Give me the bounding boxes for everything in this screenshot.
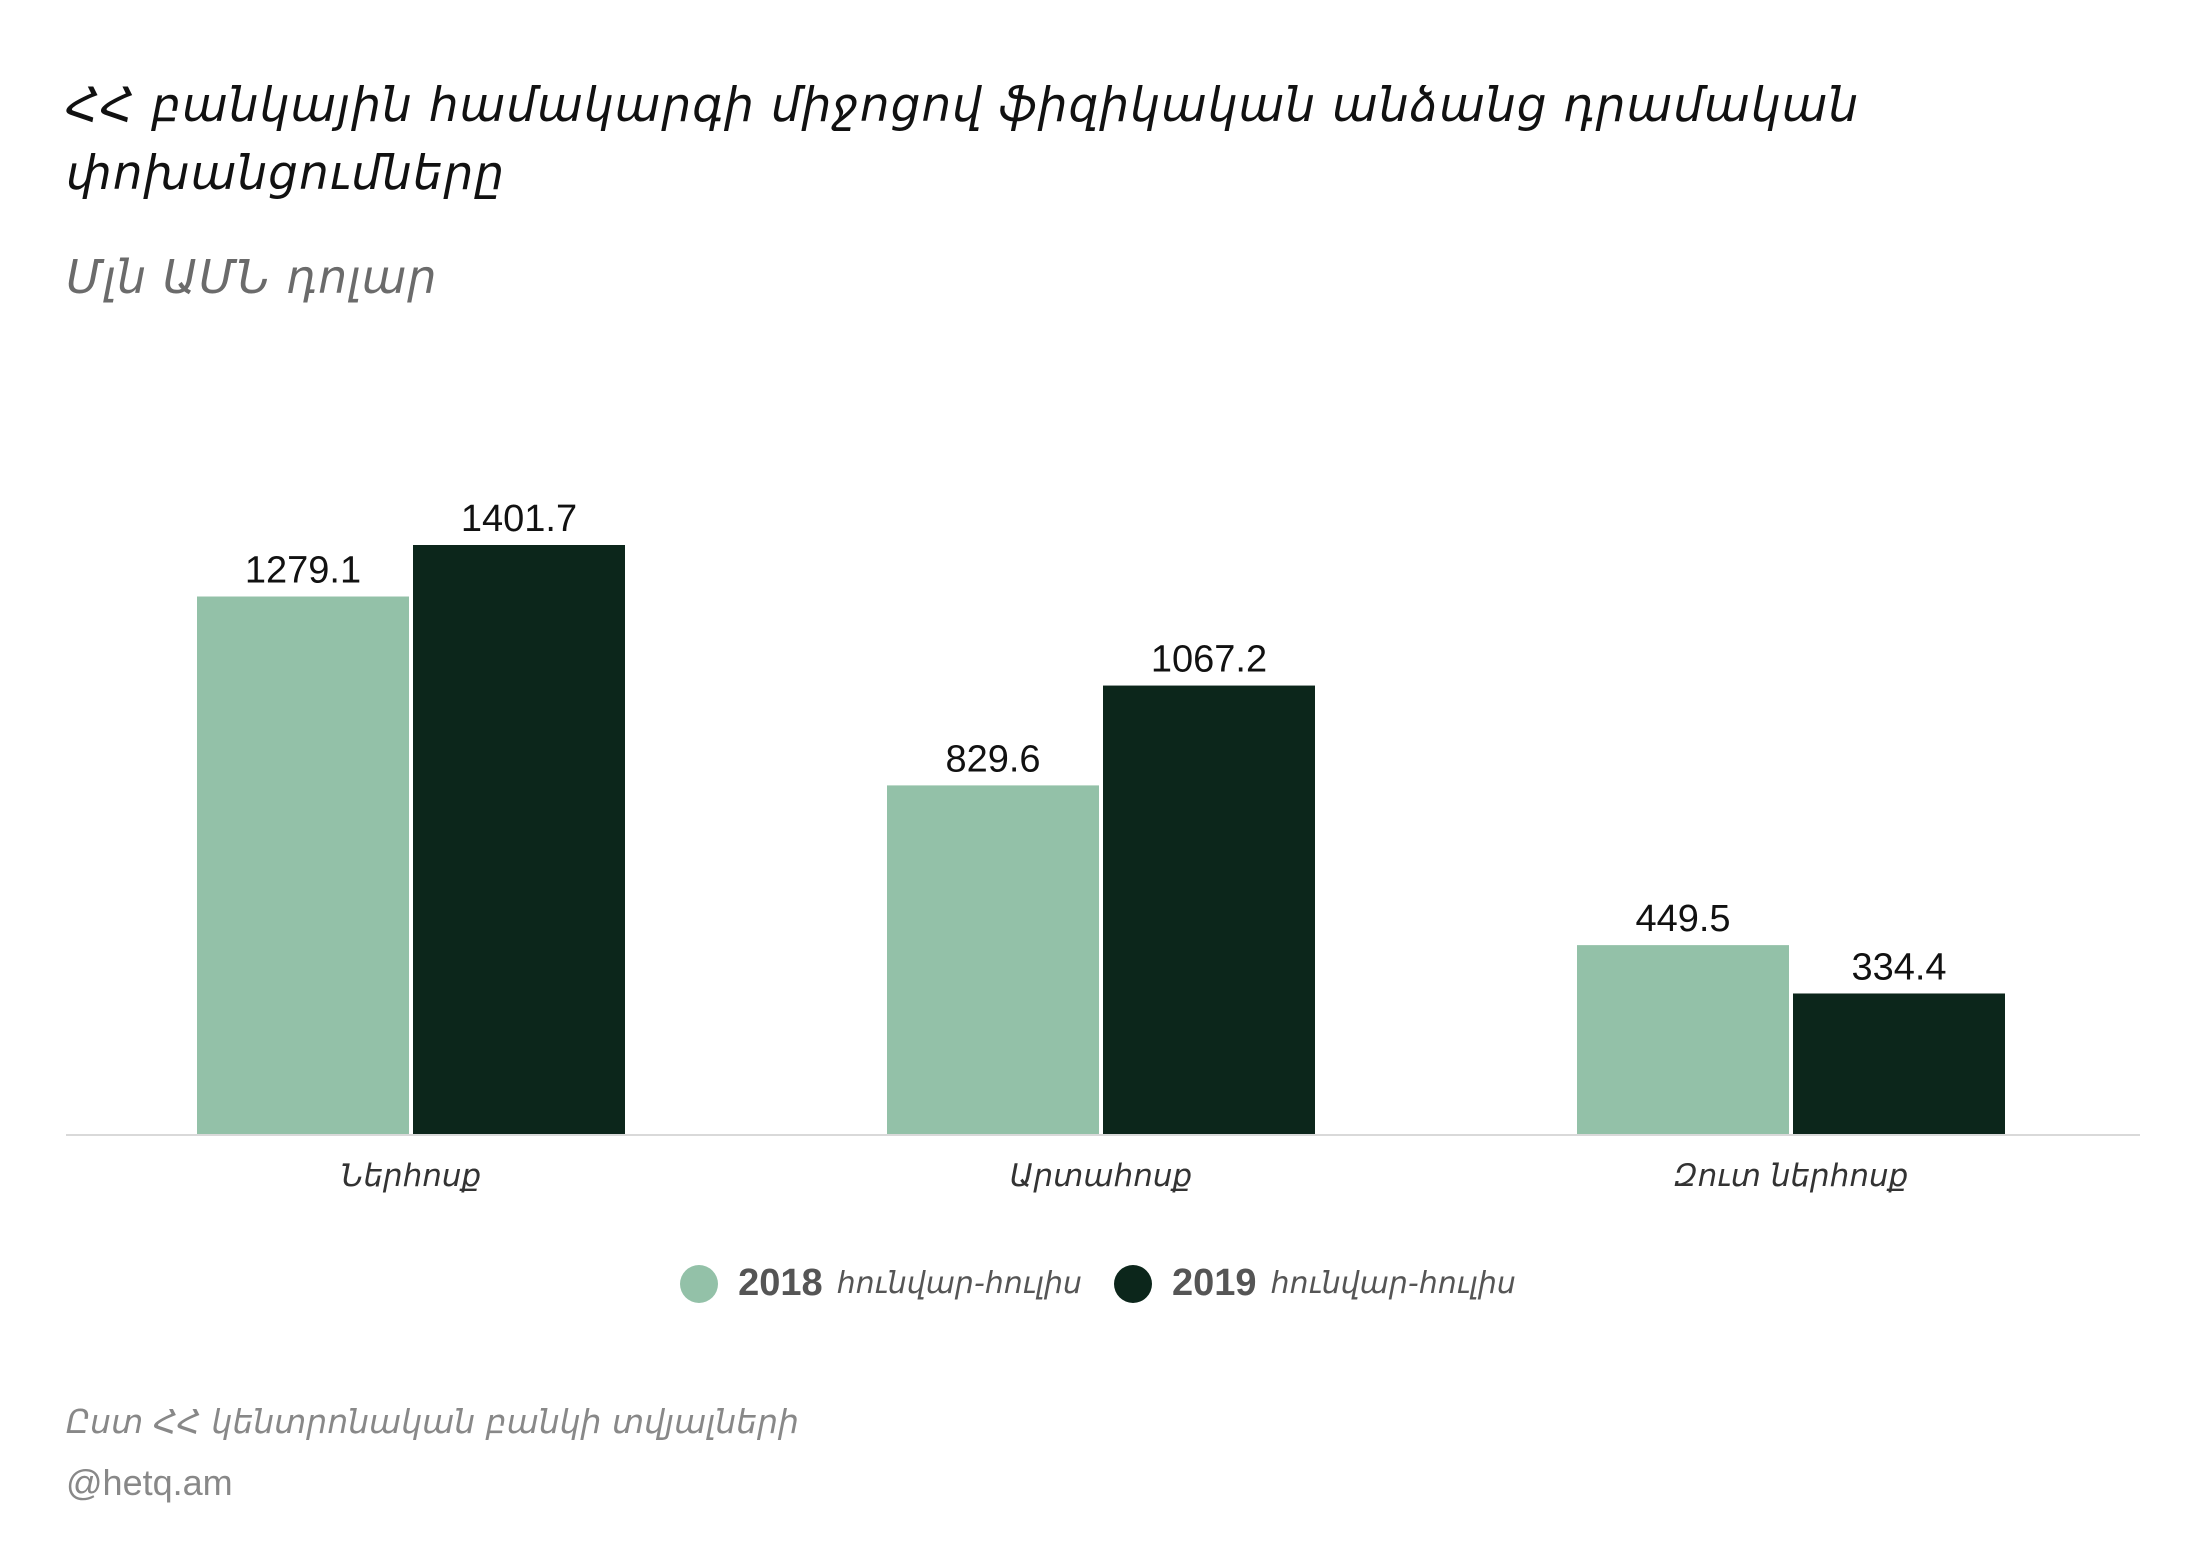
value-label-2018-cat2: 449.5 <box>1635 898 1730 940</box>
legend-swatch-2018 <box>680 1264 719 1303</box>
value-label-2018-cat0: 1279.1 <box>245 550 361 592</box>
chart-unit-subtitle: Մլն ԱՄՆ դոլար <box>66 250 438 304</box>
value-label-2019-cat0: 1401.7 <box>461 498 577 540</box>
credit-handle: @hetq.am <box>66 1462 233 1503</box>
bar-2018-cat2 <box>1577 945 1789 1134</box>
legend-year-2018: 2018 <box>738 1262 823 1304</box>
bar-2019-cat2 <box>1793 993 2005 1134</box>
legend: 2018 հունվար-հուլիս 2019 հունվար-հուլիս <box>0 1262 2196 1305</box>
bar-2018-cat0 <box>197 596 409 1134</box>
value-labels-layer: 1279.1 1401.7 829.6 1067.2 449.5 334.4 <box>245 498 1947 988</box>
legend-period-2018: հունվար-հուլիս <box>836 1266 1082 1301</box>
bar-2019-cat1 <box>1103 685 1315 1134</box>
category-label-1: Արտահոսք <box>1010 1158 1192 1194</box>
source-note: Ըստ ՀՀ կենտրոնական բանկի տվյալների <box>66 1402 799 1441</box>
value-label-2018-cat1: 829.6 <box>945 738 1040 780</box>
chart-title: ՀՀ բանկային համակարգի միջոցով ֆիզիկական … <box>66 78 1860 201</box>
category-label-0: Ներհոսք <box>341 1158 482 1194</box>
value-label-2019-cat2: 334.4 <box>1851 946 1946 988</box>
legend-period-2019: հունվար-հուլիս <box>1270 1266 1516 1301</box>
category-labels-layer: Ներհոսք Արտահոսք Զուտ ներհոսք <box>341 1158 1909 1194</box>
legend-year-2019: 2019 <box>1172 1262 1257 1304</box>
value-label-2019-cat1: 1067.2 <box>1151 639 1267 681</box>
bars-layer <box>197 545 2005 1134</box>
legend-item-2018: 2018 հունվար-հուլիս <box>680 1262 1082 1305</box>
bar-2019-cat0 <box>413 545 625 1134</box>
category-label-2: Զուտ ներհոսք <box>1674 1158 1909 1194</box>
bar-2018-cat1 <box>887 785 1099 1134</box>
legend-swatch-2019 <box>1114 1264 1152 1303</box>
legend-item-2019: 2019 հունվար-հուլիս <box>1114 1262 1516 1305</box>
